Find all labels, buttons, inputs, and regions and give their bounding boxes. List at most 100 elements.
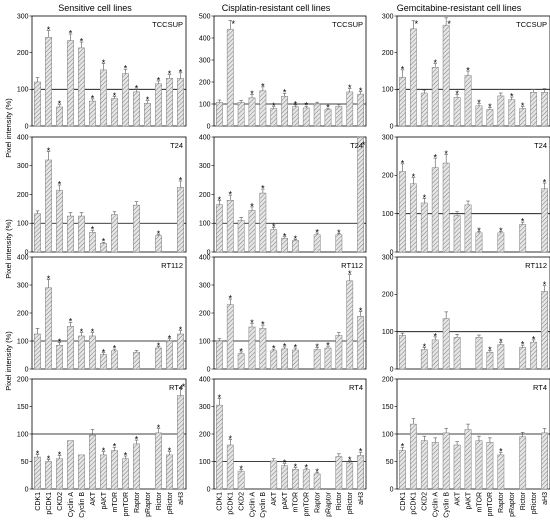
significance-star: * <box>229 294 233 304</box>
category-label: pRictor <box>531 491 538 514</box>
panel-rt112-0: 0 100 200 300 400 * * * * * * * * * * RT112 <box>17 254 187 373</box>
bar <box>409 183 417 253</box>
significance-star: * <box>47 146 51 156</box>
significance-star: * <box>102 446 106 456</box>
y-tick-label: 300 <box>17 13 29 20</box>
significance-star: * <box>218 195 222 205</box>
bar <box>155 83 162 127</box>
significance-star: * <box>433 331 437 341</box>
category-label: pRaptor <box>325 491 332 517</box>
y-tick-label: 300 <box>199 163 211 170</box>
bar <box>313 103 321 127</box>
bar <box>45 37 52 127</box>
bar <box>216 101 223 127</box>
category-label: Cyclin A <box>433 492 440 518</box>
panel-grid: 0 100 200 300 * * * * * * * * * * * * * TCCSUP 0 100 200 300 4… <box>17 13 550 518</box>
significance-star: * <box>182 382 186 392</box>
category-label: CDK1 <box>35 492 42 511</box>
bar <box>56 344 63 370</box>
bar <box>45 287 52 370</box>
bar <box>166 454 173 490</box>
y-tick-label: 100 <box>17 338 29 345</box>
significance-star: * <box>466 66 470 76</box>
significance-star: * <box>36 449 40 459</box>
cell-line-label: RT4 <box>169 383 183 392</box>
significance-star: * <box>113 344 117 354</box>
significance-star: * <box>359 447 363 457</box>
y-tick-label: 300 <box>199 404 211 411</box>
category-label: Cyclin B <box>443 492 450 518</box>
y-tick-label: 300 <box>199 282 211 289</box>
significance-star: * <box>521 217 525 227</box>
category-label: Raptor <box>134 491 141 513</box>
significance-star: * <box>359 86 363 96</box>
panel-frame <box>396 136 550 253</box>
significance-star: * <box>348 83 352 93</box>
bar <box>216 204 223 253</box>
y-tick-label: 0 <box>390 486 394 493</box>
y-tick-label: 0 <box>25 249 29 256</box>
significance-star: * <box>58 337 62 347</box>
significance-star: * <box>305 463 309 473</box>
column-title-cisplatin: Cisplatin-resistant cell lines <box>222 3 331 13</box>
category-label: pmTOR <box>123 492 130 516</box>
y-tick-label: 100 <box>17 431 29 438</box>
bar <box>133 204 140 253</box>
significance-star: * <box>283 88 287 98</box>
y-tick-label: 0 <box>390 366 394 373</box>
y-tick-label: 0 <box>25 123 29 130</box>
bar <box>270 229 278 253</box>
bar <box>475 440 483 490</box>
bar <box>144 103 151 127</box>
significance-star: * <box>326 103 330 113</box>
category-label: aH3 <box>178 492 185 505</box>
y-tick-label: 200 <box>17 310 29 317</box>
bar <box>281 96 288 127</box>
bar <box>530 341 538 370</box>
significance-star: * <box>47 454 51 464</box>
significance-star: * <box>510 92 514 102</box>
panel-frame <box>31 136 187 253</box>
cell-line-label: T24 <box>350 141 363 150</box>
y-tick-label: 200 <box>199 192 211 199</box>
category-label: Rictor <box>156 491 163 510</box>
category-label: Raptor <box>314 491 321 513</box>
bar <box>67 440 74 490</box>
panel-rt4-1: 0 100 200 300 400 * * * * * * * * * RT4 CDK1 pCDK1 CKD2 Cy… <box>199 376 367 518</box>
bar <box>399 171 406 253</box>
significance-star: * <box>179 325 183 335</box>
panel-rt4-2: 0 50 100 150 200 * * RT4 CDK1 pCDK1 CKD2 Cyclin A Cy… <box>382 376 550 518</box>
y-tick-label: 100 <box>199 338 211 345</box>
significance-star: * <box>348 455 352 465</box>
significance-star: * <box>283 231 287 241</box>
significance-star: * <box>477 98 481 108</box>
panel-t24-0: 0 100 200 300 400 * * * * * * T24 <box>17 134 187 256</box>
bar <box>78 215 85 253</box>
y-tick-label: 200 <box>199 79 211 86</box>
bar <box>177 187 184 253</box>
y-tick-label: 500 <box>199 13 211 20</box>
category-label: Raptor <box>498 491 505 513</box>
bar <box>453 337 461 370</box>
y-tick-label: 100 <box>382 329 394 336</box>
significance-star: * <box>477 226 481 236</box>
category-label: Cyclin B <box>79 492 86 518</box>
bar <box>420 440 428 490</box>
significance-star: * <box>362 140 366 150</box>
y-tick-label: 400 <box>17 254 29 261</box>
panel-frame <box>213 378 367 490</box>
cell-line-label: TCCSUP <box>516 20 547 29</box>
y-tick-label: 50 <box>21 459 29 466</box>
significance-star: * <box>157 229 161 239</box>
bar <box>216 404 223 490</box>
bar <box>177 333 184 370</box>
significance-star: * <box>283 458 287 468</box>
significance-star: * <box>239 464 243 474</box>
cell-line-label: RT4 <box>533 383 547 392</box>
significance-star: * <box>272 222 276 232</box>
category-label: CKD2 <box>238 492 245 511</box>
bar <box>111 450 118 490</box>
panel-tccsup-1: 0 100 200 300 400 500 * * * * * * * * * * TCCSUP <box>199 13 367 130</box>
bar <box>67 40 74 127</box>
y-tick-label: 50 <box>386 459 394 466</box>
